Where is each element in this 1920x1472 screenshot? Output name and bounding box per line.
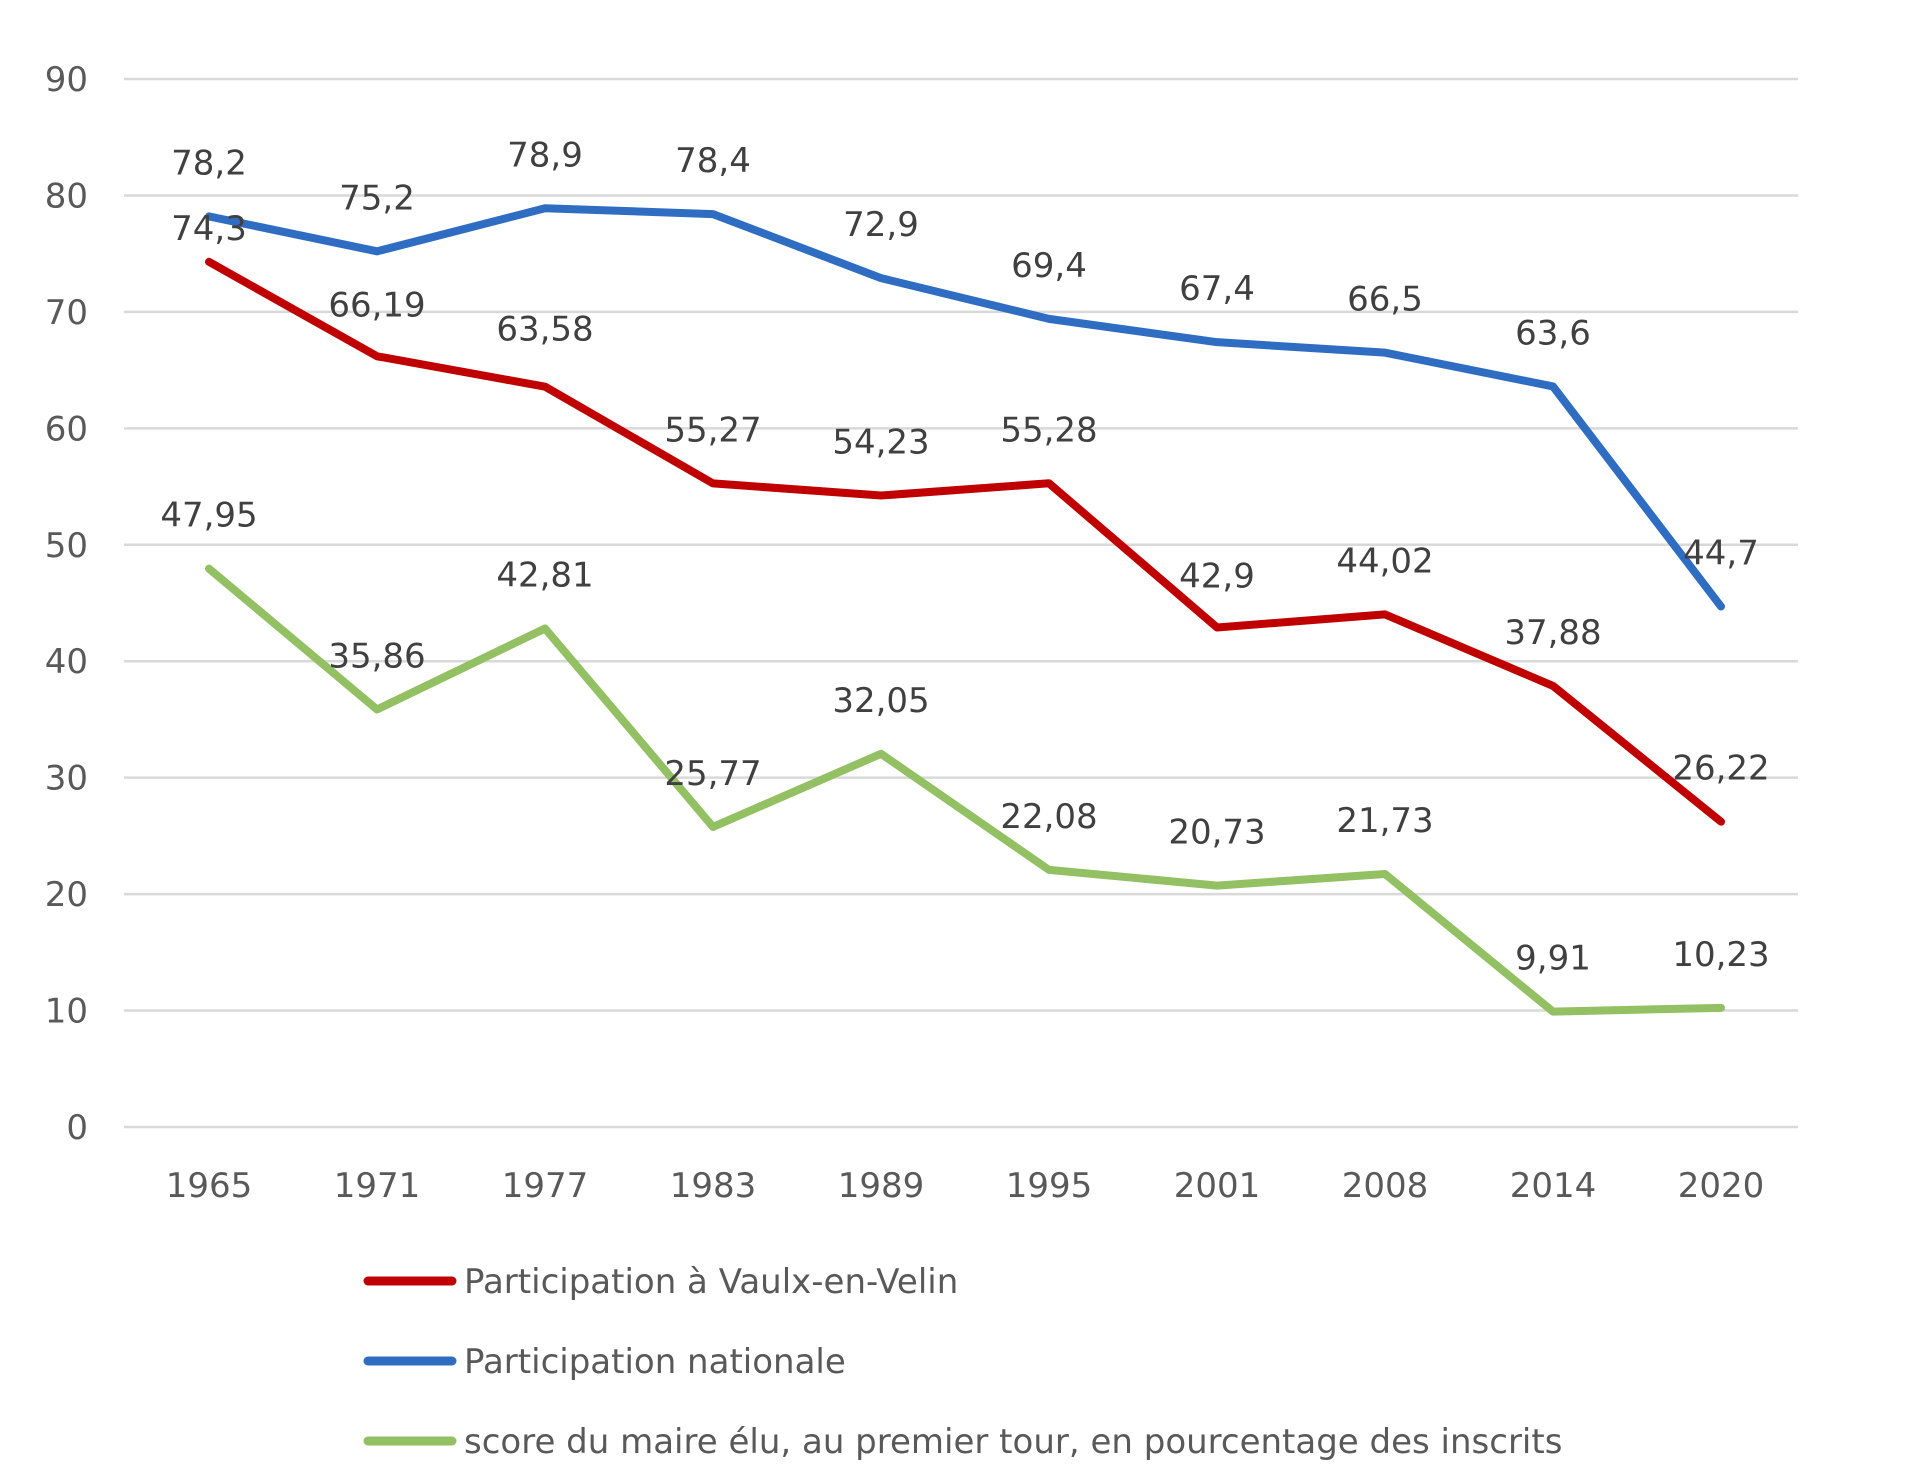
- data-label: 26,22: [1672, 749, 1769, 789]
- data-label: 47,95: [160, 496, 257, 536]
- data-label: 21,73: [1336, 801, 1433, 841]
- grid-lines: [124, 77, 1798, 1129]
- y-tick-label: 60: [45, 409, 88, 449]
- series-line-3: [205, 564, 1725, 1016]
- data-label: 69,4: [1011, 246, 1087, 286]
- data-label: 66,19: [328, 285, 425, 325]
- y-tick-label: 80: [45, 176, 88, 216]
- data-label: 54,23: [832, 423, 929, 463]
- x-tick-label: 2008: [1342, 1166, 1429, 1206]
- data-label: 78,9: [507, 135, 583, 175]
- data-label: 67,4: [1179, 269, 1255, 309]
- x-tick-label: 2001: [1174, 1166, 1261, 1206]
- data-label: 10,23: [1672, 935, 1769, 975]
- data-label: 22,08: [1000, 797, 1097, 837]
- data-label: 32,05: [832, 681, 929, 721]
- legend-label: score du maire élu, au premier tour, en …: [464, 1422, 1562, 1462]
- x-axis-ticks: 1965 1971 1977 1983 1989 1995 2001 2008 2014 2020: [166, 1166, 1765, 1206]
- data-label: 9,91: [1515, 939, 1591, 979]
- x-tick-label: 2014: [1510, 1166, 1597, 1206]
- x-tick-label: 2020: [1678, 1166, 1765, 1206]
- data-label: 75,2: [339, 178, 415, 218]
- y-tick-label: 70: [45, 293, 88, 333]
- y-tick-label: 90: [45, 60, 88, 100]
- y-tick-label: 50: [45, 526, 88, 566]
- data-label: 72,9: [843, 205, 919, 245]
- data-label: 37,88: [1504, 613, 1601, 653]
- x-tick-label: 1995: [1006, 1166, 1093, 1206]
- data-label: 63,6: [1515, 313, 1591, 353]
- data-label: 42,9: [1179, 556, 1255, 596]
- data-label: 25,77: [664, 754, 761, 794]
- data-label: 55,27: [664, 410, 761, 450]
- data-label: 66,5: [1347, 280, 1423, 320]
- data-label: 44,02: [1336, 541, 1433, 581]
- y-axis-ticks: 0 10 20 30 40 50 60 70 80 90: [45, 60, 88, 1148]
- legend: Participation à Vaulx-en-Velin Participat…: [363, 1262, 1562, 1462]
- y-tick-label: 20: [45, 875, 88, 915]
- x-tick-label: 1971: [334, 1166, 421, 1206]
- series-line-1: [205, 257, 1725, 826]
- data-label: 74,3: [171, 209, 247, 249]
- data-label: 44,7: [1683, 533, 1759, 573]
- data-label: 20,73: [1168, 813, 1265, 853]
- series-lines: [205, 204, 1725, 1016]
- data-label: 42,81: [496, 556, 593, 596]
- x-tick-label: 1989: [838, 1166, 925, 1206]
- y-tick-label: 30: [45, 759, 88, 799]
- data-label: 63,58: [496, 310, 593, 350]
- legend-label: Participation à Vaulx-en-Velin: [464, 1262, 958, 1302]
- x-tick-label: 1965: [166, 1166, 253, 1206]
- x-tick-label: 1983: [670, 1166, 757, 1206]
- x-tick-label: 1977: [502, 1166, 589, 1206]
- data-label: 78,2: [171, 143, 247, 183]
- series-line-2: [205, 204, 1725, 611]
- y-tick-label: 40: [45, 642, 88, 682]
- legend-label: Participation nationale: [464, 1342, 846, 1382]
- y-tick-label: 0: [66, 1108, 88, 1148]
- data-labels: 74,3 66,19 63,58 55,27 54,23 55,28 42,9 44,02 37…: [160, 135, 1769, 978]
- data-label: 35,86: [328, 636, 425, 676]
- data-label: 78,4: [675, 141, 751, 181]
- data-label: 55,28: [1000, 410, 1097, 450]
- y-tick-label: 10: [45, 992, 88, 1032]
